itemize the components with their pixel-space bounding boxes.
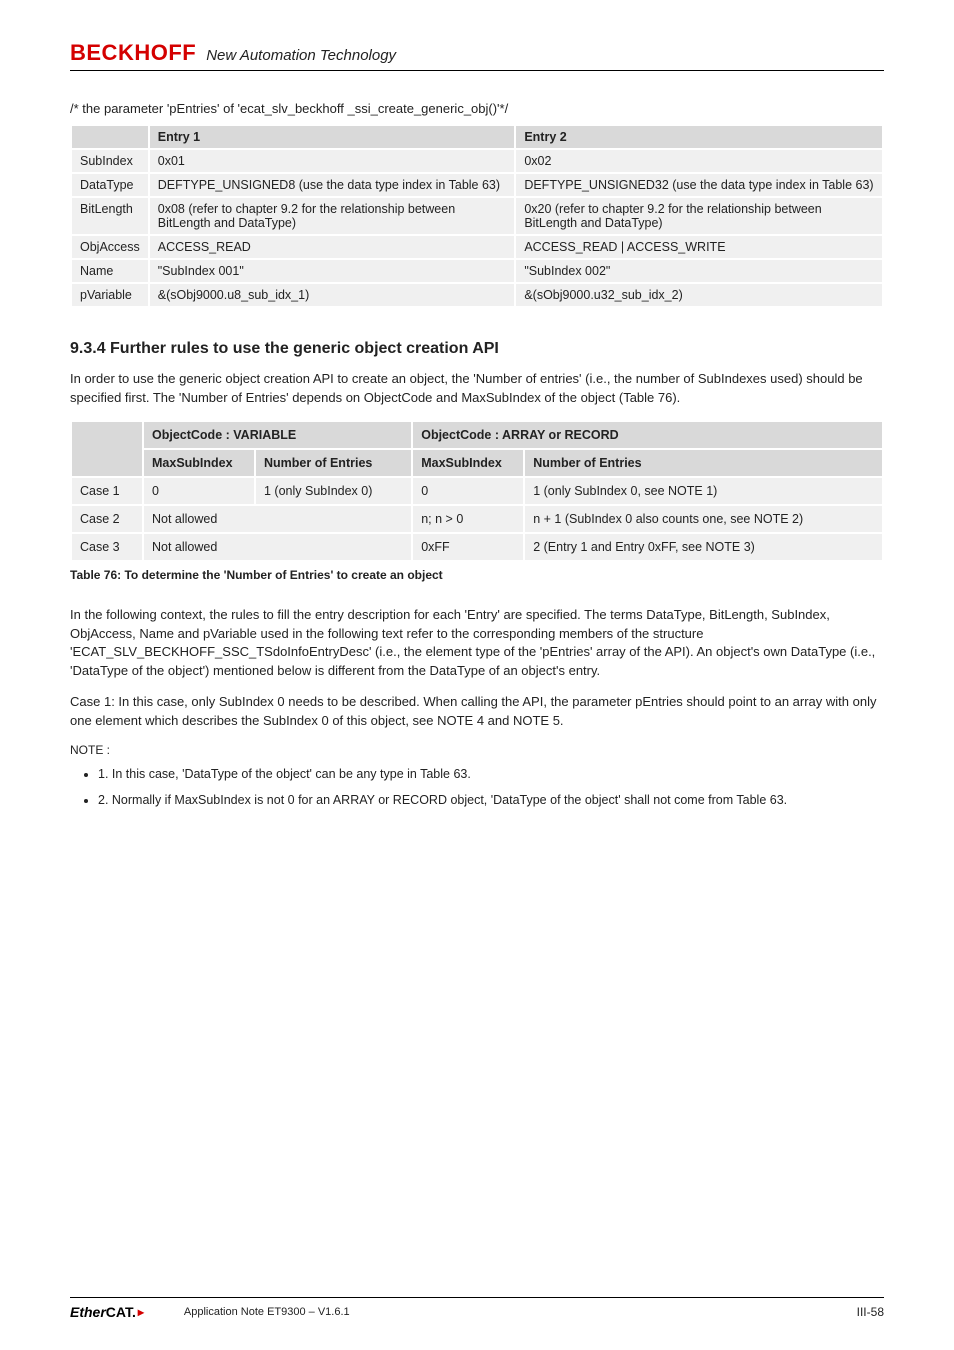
page-header: BECKHOFF New Automation Technology — [70, 40, 884, 71]
table-row: Name"SubIndex 001""SubIndex 002" — [72, 260, 882, 282]
table76-sub1b: Number of Entries — [256, 450, 411, 476]
section-heading: 9.3.4 Further rules to use the generic o… — [70, 340, 884, 358]
table76-sub2b: Number of Entries — [525, 450, 882, 476]
note-label: NOTE : — [70, 743, 884, 757]
table-row: Case 1 0 1 (only SubIndex 0) 0 1 (only S… — [72, 478, 882, 504]
table-76: ObjectCode : VARIABLE ObjectCode : ARRAY… — [70, 420, 884, 562]
table76-head-blank — [72, 422, 142, 476]
table76-caption: Table 76: To determine the 'Number of En… — [70, 568, 884, 582]
table-row: Case 2 Not allowed n; n > 0 n + 1 (SubIn… — [72, 506, 882, 532]
table-row: Case 3 Not allowed 0xFF 2 (Entry 1 and E… — [72, 534, 882, 560]
table-row: SubIndex0x010x02 — [72, 150, 882, 172]
table-75: Entry 1 Entry 2 SubIndex0x010x02 DataTyp… — [70, 124, 884, 308]
note-item: 1. In this case, 'DataType of the object… — [98, 763, 884, 786]
table76-head-group1: ObjectCode : VARIABLE — [144, 422, 411, 448]
table-row: BitLength0x08 (refer to chapter 9.2 for … — [72, 198, 882, 234]
ethercat-logo: EtherCAT.▸ — [70, 1304, 144, 1320]
notes-list: 1. In this case, 'DataType of the object… — [98, 763, 884, 812]
table-row: ObjAccessACCESS_READACCESS_READ | ACCESS… — [72, 236, 882, 258]
table76-head-group2: ObjectCode : ARRAY or RECORD — [413, 422, 882, 448]
table75-header-entry2: Entry 2 — [516, 126, 882, 148]
paragraph-3: Case 1: In this case, only SubIndex 0 ne… — [70, 693, 884, 731]
footer-spec: Application Note ET9300 – V1.6.1 — [184, 1306, 350, 1318]
table75-body: SubIndex0x010x02 DataTypeDEFTYPE_UNSIGNE… — [72, 150, 882, 306]
brand-logo: BECKHOFF — [70, 40, 196, 66]
note-item: 2. Normally if MaxSubIndex is not 0 for … — [98, 789, 884, 812]
footer-left: EtherCAT.▸ Application Note ET9300 – V1.… — [70, 1304, 350, 1320]
brand-tagline: New Automation Technology — [206, 47, 396, 64]
paragraph-1: In order to use the generic object creat… — [70, 370, 884, 408]
page-footer: EtherCAT.▸ Application Note ET9300 – V1.… — [70, 1297, 884, 1320]
table76-sub1a: MaxSubIndex — [144, 450, 254, 476]
code-comment: /* the parameter 'pEntries' of 'ecat_slv… — [70, 101, 884, 116]
page-number: III-58 — [857, 1305, 884, 1319]
table75-header-entry1: Entry 1 — [150, 126, 515, 148]
table-row: DataTypeDEFTYPE_UNSIGNED8 (use the data … — [72, 174, 882, 196]
table75-header-blank — [72, 126, 148, 148]
paragraph-2: In the following context, the rules to f… — [70, 606, 884, 681]
table-row: pVariable&(sObj9000.u8_sub_idx_1)&(sObj9… — [72, 284, 882, 306]
logo-arrow-icon: ▸ — [138, 1305, 144, 1319]
table76-sub2a: MaxSubIndex — [413, 450, 523, 476]
